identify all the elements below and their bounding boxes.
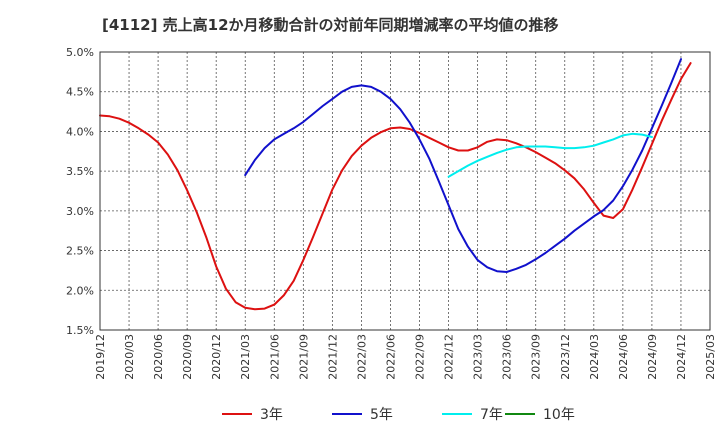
x-tick-label: 2023/06	[501, 334, 514, 380]
legend-label: 7年	[480, 407, 503, 423]
y-tick-label: 3.5%	[66, 165, 94, 178]
grid-lines	[100, 52, 710, 330]
x-tick-label: 2023/09	[530, 334, 543, 380]
legend-label: 3年	[260, 407, 283, 423]
x-tick-label: 2022/03	[355, 334, 368, 380]
x-tick-label: 2021/03	[239, 334, 252, 380]
x-tick-label: 2022/12	[443, 334, 456, 380]
y-axis-ticks: 5.0% 4.5% 4.0% 3.5% 3.0% 2.5% 2.0% 1.5%	[66, 46, 94, 337]
series-lines	[99, 58, 692, 311]
x-tick-label: 2021/09	[297, 334, 310, 380]
y-tick-label: 3.0%	[66, 205, 94, 218]
x-tick-label: 2020/06	[152, 334, 165, 380]
legend-label: 10年	[543, 407, 575, 423]
y-tick-label: 1.5%	[66, 324, 94, 337]
series-line-1	[99, 62, 692, 311]
x-tick-label: 2023/03	[472, 334, 485, 380]
y-tick-label: 2.0%	[66, 284, 94, 297]
plot-background	[100, 52, 710, 330]
x-tick-label: 2024/03	[588, 334, 601, 380]
x-axis-ticks: 2019/12 2020/03 2020/06 2020/09 2020/12 2021/…	[94, 334, 717, 380]
x-tick-label: 2022/09	[414, 334, 427, 380]
x-tick-label: 2020/12	[210, 334, 223, 380]
y-tick-label: 4.5%	[66, 86, 94, 99]
x-tick-label: 2022/06	[384, 334, 397, 380]
x-tick-label: 2025/03	[704, 334, 717, 380]
y-tick-label: 4.0%	[66, 125, 94, 138]
x-tick-label: 2019/12	[94, 334, 107, 380]
legend: 3年 5年 7年 10年	[222, 407, 575, 423]
x-tick-label: 2024/09	[646, 334, 659, 380]
x-tick-label: 2023/12	[559, 334, 572, 380]
chart-title: [4112] 売上高12か月移動合計の対前年同期増減率の平均値の推移	[102, 16, 559, 34]
y-tick-label: 2.5%	[66, 245, 94, 258]
legend-label: 5年	[370, 407, 393, 423]
x-tick-label: 2021/12	[326, 334, 339, 380]
series-line-2	[244, 58, 682, 273]
series-line-3	[447, 132, 653, 178]
plot-border	[99, 51, 711, 331]
y-tick-label: 5.0%	[66, 46, 94, 59]
x-tick-label: 2024/12	[675, 334, 688, 380]
x-tick-label: 2024/06	[617, 334, 630, 380]
x-tick-label: 2021/06	[268, 334, 281, 380]
x-tick-label: 2020/09	[181, 334, 194, 380]
x-tick-label: 2020/03	[123, 334, 136, 380]
